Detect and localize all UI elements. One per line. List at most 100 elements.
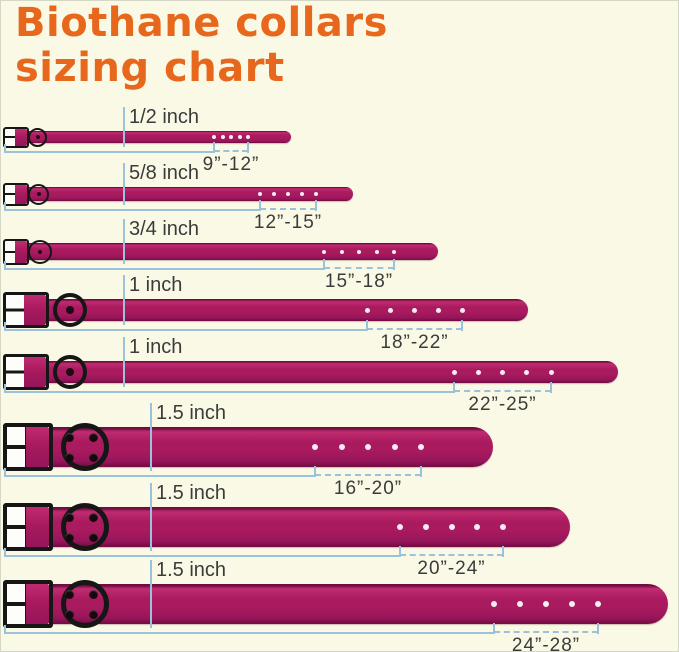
measure-tick-left bbox=[4, 384, 6, 393]
hole-dot bbox=[365, 444, 371, 450]
measure-tick-left bbox=[4, 322, 6, 331]
buckle-center-bar bbox=[23, 295, 27, 325]
d-ring-icon bbox=[61, 580, 109, 628]
d-ring-icon bbox=[61, 423, 109, 471]
width-measure-tick bbox=[150, 483, 152, 551]
hole-dot bbox=[286, 192, 290, 196]
hole-dot bbox=[543, 601, 549, 607]
buckle-center-bar bbox=[25, 427, 30, 467]
rivet-icon bbox=[66, 306, 74, 314]
hole-dot bbox=[397, 524, 403, 530]
measure-line-dashed bbox=[214, 150, 248, 152]
measure-tick-end bbox=[597, 623, 599, 634]
measure-tick-start bbox=[314, 466, 316, 477]
buckle-strap-through bbox=[26, 427, 49, 467]
hole-dot bbox=[237, 135, 242, 139]
buckle-prong-bar bbox=[7, 445, 27, 449]
measure-line-dashed bbox=[454, 390, 551, 392]
buckle-strap-through bbox=[15, 128, 27, 146]
hole-dot bbox=[422, 524, 429, 530]
width-measure-tick bbox=[150, 560, 152, 628]
d-ring-icon bbox=[61, 503, 109, 551]
hole-dot bbox=[459, 307, 465, 313]
buckle-strap-through bbox=[26, 584, 49, 624]
measure-line-solid bbox=[4, 151, 214, 153]
rivet-icon bbox=[64, 532, 74, 542]
width-measure-tick bbox=[123, 107, 125, 147]
buckle-strap-through bbox=[15, 240, 27, 263]
d-ring-icon bbox=[28, 127, 47, 147]
rivet-icon bbox=[66, 368, 74, 376]
measure-line-dashed bbox=[260, 208, 316, 210]
buckle-prong-bar bbox=[7, 602, 27, 606]
hole-dot bbox=[475, 369, 481, 375]
rivet-icon bbox=[64, 452, 74, 462]
buckle-icon bbox=[3, 423, 53, 471]
hole-dot bbox=[374, 249, 379, 254]
collar-strap bbox=[5, 427, 493, 467]
measure-tick-left bbox=[4, 548, 6, 557]
buckle-icon bbox=[3, 182, 29, 206]
rivet-icon bbox=[36, 192, 41, 196]
collar-width-label: 1.5 inch bbox=[156, 402, 227, 424]
collar-width-label: 1 inch bbox=[129, 336, 183, 358]
width-measure-tick bbox=[123, 275, 125, 325]
size-range-label: 24”-28” bbox=[511, 635, 581, 652]
rivet-icon bbox=[88, 532, 98, 542]
rivet-icon bbox=[88, 609, 98, 619]
d-ring-icon bbox=[53, 355, 87, 389]
measure-tick-start bbox=[213, 142, 215, 153]
collar-width-label: 1.5 inch bbox=[156, 482, 227, 504]
title-line-2: sizing chart bbox=[15, 45, 285, 92]
hole-dot bbox=[448, 524, 455, 530]
size-range-label: 12”-15” bbox=[253, 212, 323, 233]
buckle-center-bar bbox=[25, 584, 30, 624]
size-range-label: 20”-24” bbox=[417, 558, 486, 579]
hole-dot bbox=[388, 307, 394, 313]
buckle-center-bar bbox=[14, 128, 17, 146]
buckle-prong-bar bbox=[7, 525, 27, 529]
hole-dot bbox=[229, 135, 233, 139]
size-range-label: 16”-20” bbox=[333, 478, 403, 499]
hole-dot bbox=[392, 249, 396, 254]
hole-dot bbox=[300, 192, 304, 196]
size-range-label: 22”-25” bbox=[468, 394, 537, 415]
measure-tick-end bbox=[247, 142, 249, 153]
measure-line-solid bbox=[4, 268, 324, 270]
measure-tick-end bbox=[550, 382, 552, 393]
buckle-center-bar bbox=[25, 507, 30, 547]
buckle-center-bar bbox=[14, 184, 17, 204]
collar-strap bbox=[5, 131, 291, 143]
buckle-strap-through bbox=[24, 357, 46, 387]
width-measure-tick bbox=[123, 219, 125, 264]
hole-dot bbox=[500, 369, 505, 375]
measure-tick-start bbox=[399, 546, 401, 557]
collar-width-label: 5/8 inch bbox=[129, 162, 200, 184]
collar-width-label: 3/4 inch bbox=[129, 218, 200, 240]
buckle-icon bbox=[3, 503, 53, 551]
collar-width-label: 1.5 inch bbox=[156, 559, 227, 581]
measure-tick-start bbox=[366, 320, 368, 331]
collar-width-label: 1/2 inch bbox=[129, 106, 200, 128]
hole-dot bbox=[312, 444, 318, 450]
buckle-icon bbox=[3, 580, 53, 628]
title-line-1: Biothane collars bbox=[15, 0, 388, 46]
measure-tick-end bbox=[393, 259, 395, 270]
hole-dot bbox=[435, 307, 441, 313]
hole-dot bbox=[220, 135, 225, 139]
d-ring-icon bbox=[28, 183, 49, 205]
hole-dot bbox=[412, 307, 417, 313]
measure-tick-start bbox=[323, 259, 325, 270]
measure-tick-left bbox=[4, 261, 6, 270]
measure-tick-left bbox=[4, 202, 6, 211]
rivet-icon bbox=[88, 512, 98, 522]
buckle-icon bbox=[3, 126, 29, 148]
rivet-icon bbox=[88, 589, 98, 599]
measure-tick-start bbox=[453, 382, 455, 393]
page-title: Biothane collars sizing chart bbox=[15, 1, 388, 91]
